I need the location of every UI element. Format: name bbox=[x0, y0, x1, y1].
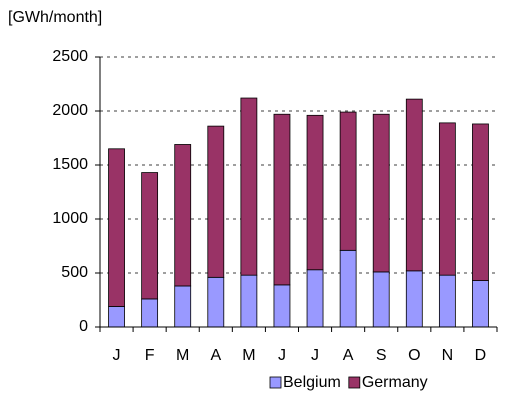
y-tick-label: 2500 bbox=[52, 48, 88, 65]
y-tick-label: 1000 bbox=[52, 210, 88, 227]
bar-segment bbox=[207, 276, 225, 328]
bar-segment bbox=[372, 271, 390, 328]
y-tick-label: 0 bbox=[79, 318, 88, 335]
bar-segment bbox=[240, 97, 258, 276]
legend-label: Belgium bbox=[283, 374, 341, 391]
x-tick-label: F bbox=[145, 347, 155, 364]
bar-segment bbox=[306, 114, 324, 271]
bar-segment bbox=[438, 122, 456, 276]
legend-label: Germany bbox=[362, 374, 428, 391]
y-tick-label: 1500 bbox=[52, 156, 88, 173]
bar-segment bbox=[174, 285, 192, 328]
x-tick-label: O bbox=[408, 347, 420, 364]
bar-segment bbox=[141, 298, 159, 328]
y-axis-label: [GWh/month] bbox=[8, 9, 102, 26]
x-tick-label: N bbox=[442, 347, 454, 364]
legend-swatch bbox=[348, 376, 361, 389]
x-tick-label: A bbox=[343, 347, 354, 364]
bar-segment bbox=[472, 280, 489, 328]
bar-segment bbox=[372, 113, 390, 273]
x-tick-label: M bbox=[176, 347, 189, 364]
bar-segment bbox=[339, 111, 357, 251]
y-tick-label: 2000 bbox=[52, 102, 88, 119]
y-tick-label: 500 bbox=[61, 264, 88, 281]
bar-segment bbox=[207, 125, 225, 278]
bar-segment bbox=[405, 270, 423, 328]
x-tick-label: S bbox=[376, 347, 387, 364]
x-tick-label: J bbox=[311, 347, 319, 364]
x-tick-label: J bbox=[113, 347, 121, 364]
bar-segment bbox=[174, 144, 192, 287]
bar-segment bbox=[273, 284, 291, 328]
bar-segment bbox=[306, 269, 324, 328]
bar-segment bbox=[472, 123, 489, 281]
x-tick-label: M bbox=[242, 347, 255, 364]
bar-segment bbox=[438, 274, 456, 328]
bar-segment bbox=[405, 98, 423, 272]
bar-segment bbox=[240, 274, 258, 328]
x-tick-label: A bbox=[210, 347, 221, 364]
bar-segment bbox=[339, 249, 357, 328]
bar-segment bbox=[108, 306, 125, 328]
bar-segment bbox=[108, 148, 125, 307]
bar-segment bbox=[273, 113, 291, 286]
x-tick-label: J bbox=[278, 347, 286, 364]
legend-swatch bbox=[269, 376, 282, 389]
bar-segment bbox=[141, 172, 159, 300]
x-tick-label: D bbox=[475, 347, 487, 364]
